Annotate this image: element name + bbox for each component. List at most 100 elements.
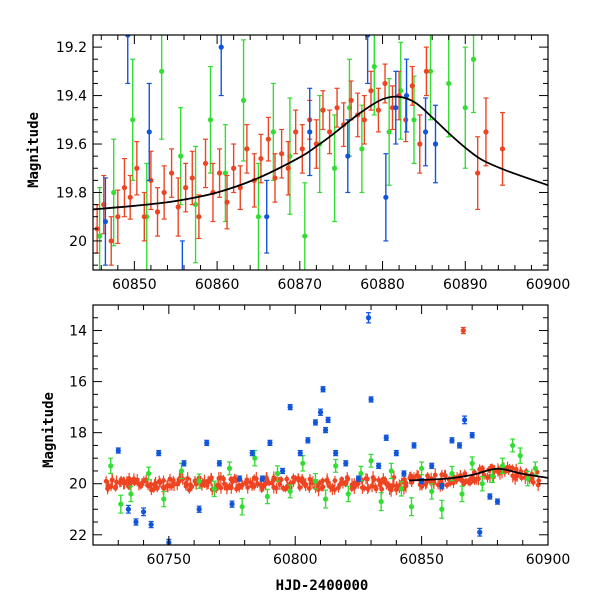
red-data-point (175, 177, 181, 237)
red-band-point (273, 482, 279, 494)
bottom-light-curve-panel: 60750 60800 60850 60900 14 16 18 20 22 (69, 304, 571, 568)
blue-data-point (156, 449, 162, 457)
red-band-point (260, 483, 265, 492)
red-band-point (530, 478, 536, 487)
x-tick-label: 60750 (147, 552, 192, 568)
green-data-point (532, 461, 538, 476)
red-data-point (196, 194, 202, 240)
red-band-point (371, 475, 377, 484)
green-data-point (146, 466, 152, 481)
blue-data-point (229, 500, 235, 508)
green-data-point (196, 473, 202, 489)
red-band-point (425, 472, 430, 480)
blue-data-point (494, 498, 501, 505)
green-data-point (211, 480, 217, 498)
blue-data-point (383, 434, 389, 441)
green-data-point (108, 457, 114, 475)
blue-data-point (393, 70, 399, 145)
green-data-point (517, 447, 523, 464)
green-data-point (159, 35, 165, 140)
red-band-point (386, 481, 392, 491)
red-band-point (156, 475, 162, 488)
red-data-point (265, 116, 271, 162)
green-data-point (479, 475, 485, 492)
red-data-point (361, 94, 367, 145)
red-data-point (417, 114, 423, 174)
blue-data-point (401, 470, 407, 477)
blue-data-point (312, 419, 319, 426)
red-data-point (141, 191, 147, 242)
y-tick-label: 16 (69, 375, 87, 391)
blue-data-point (179, 240, 185, 270)
red-band-point (320, 482, 326, 492)
red-band-point (251, 482, 257, 491)
blue-data-point (305, 437, 311, 444)
bottom-y-axis-title: Magnitude (41, 392, 57, 468)
y-tick-label: 19.6 (56, 137, 87, 153)
blue-data-point (403, 58, 410, 133)
red-data-point (483, 97, 489, 167)
y-tick-label: 20 (69, 234, 87, 250)
green-data-point (111, 138, 117, 247)
red-band-point (161, 475, 166, 486)
red-band-point (332, 475, 338, 486)
red-data-point (382, 63, 388, 104)
blue-data-point (322, 426, 329, 434)
model-curve (408, 467, 548, 482)
red-data-point (375, 87, 382, 133)
red-data-point (115, 189, 121, 244)
green-data-point (161, 490, 167, 508)
blue-data-point (333, 449, 339, 457)
red-data-point (183, 162, 189, 213)
green-data-point (345, 485, 351, 503)
blue-data-point (287, 403, 293, 411)
red-data-point (334, 87, 340, 128)
green-data-point (255, 162, 262, 270)
red-data-point (285, 140, 291, 196)
green-data-point (419, 461, 425, 476)
blue-data-point (317, 408, 324, 416)
red-data-point (320, 90, 326, 131)
red-band-point (479, 465, 485, 472)
red-data-point (244, 124, 250, 174)
red-data-point (202, 138, 209, 189)
red-data-point (460, 326, 466, 335)
x-tick-label: 60860 (195, 277, 240, 293)
green-data-point (192, 145, 199, 264)
green-data-point (207, 65, 214, 174)
blue-data-point (376, 462, 382, 470)
red-band-point (519, 474, 525, 482)
green-data-point (429, 483, 435, 500)
green-data-point (300, 455, 306, 472)
red-data-point (121, 157, 128, 218)
x-tick-label: 60900 (526, 552, 571, 568)
x-tick-label: 60850 (399, 552, 444, 568)
x-tick-label: 60900 (526, 277, 571, 293)
blue-data-point (249, 449, 255, 457)
blue-data-point (146, 82, 152, 181)
red-band-point (366, 484, 371, 493)
green-data-point (411, 75, 417, 165)
blue-data-point (216, 460, 222, 467)
blue-data-point (439, 483, 445, 490)
model-curve (93, 95, 548, 211)
blue-data-point (456, 442, 463, 449)
green-data-point (386, 78, 392, 186)
red-data-point (231, 143, 237, 194)
red-band-point (154, 484, 160, 493)
blue-data-point (343, 460, 349, 467)
red-data-point (299, 124, 305, 174)
red-band-point (202, 474, 207, 488)
blue-data-point (102, 177, 109, 266)
red-data-point (237, 165, 243, 211)
x-tick-label: 60880 (360, 277, 405, 293)
x-tick-label: 60870 (278, 277, 323, 293)
blue-data-point (345, 119, 351, 194)
red-data-point (327, 109, 333, 155)
blue-data-point (140, 507, 147, 517)
bottom-x-axis: 60750 60800 60850 60900 (92, 305, 571, 568)
blue-data-point (259, 475, 265, 482)
green-data-point (470, 35, 477, 114)
red-data-point (224, 174, 230, 230)
